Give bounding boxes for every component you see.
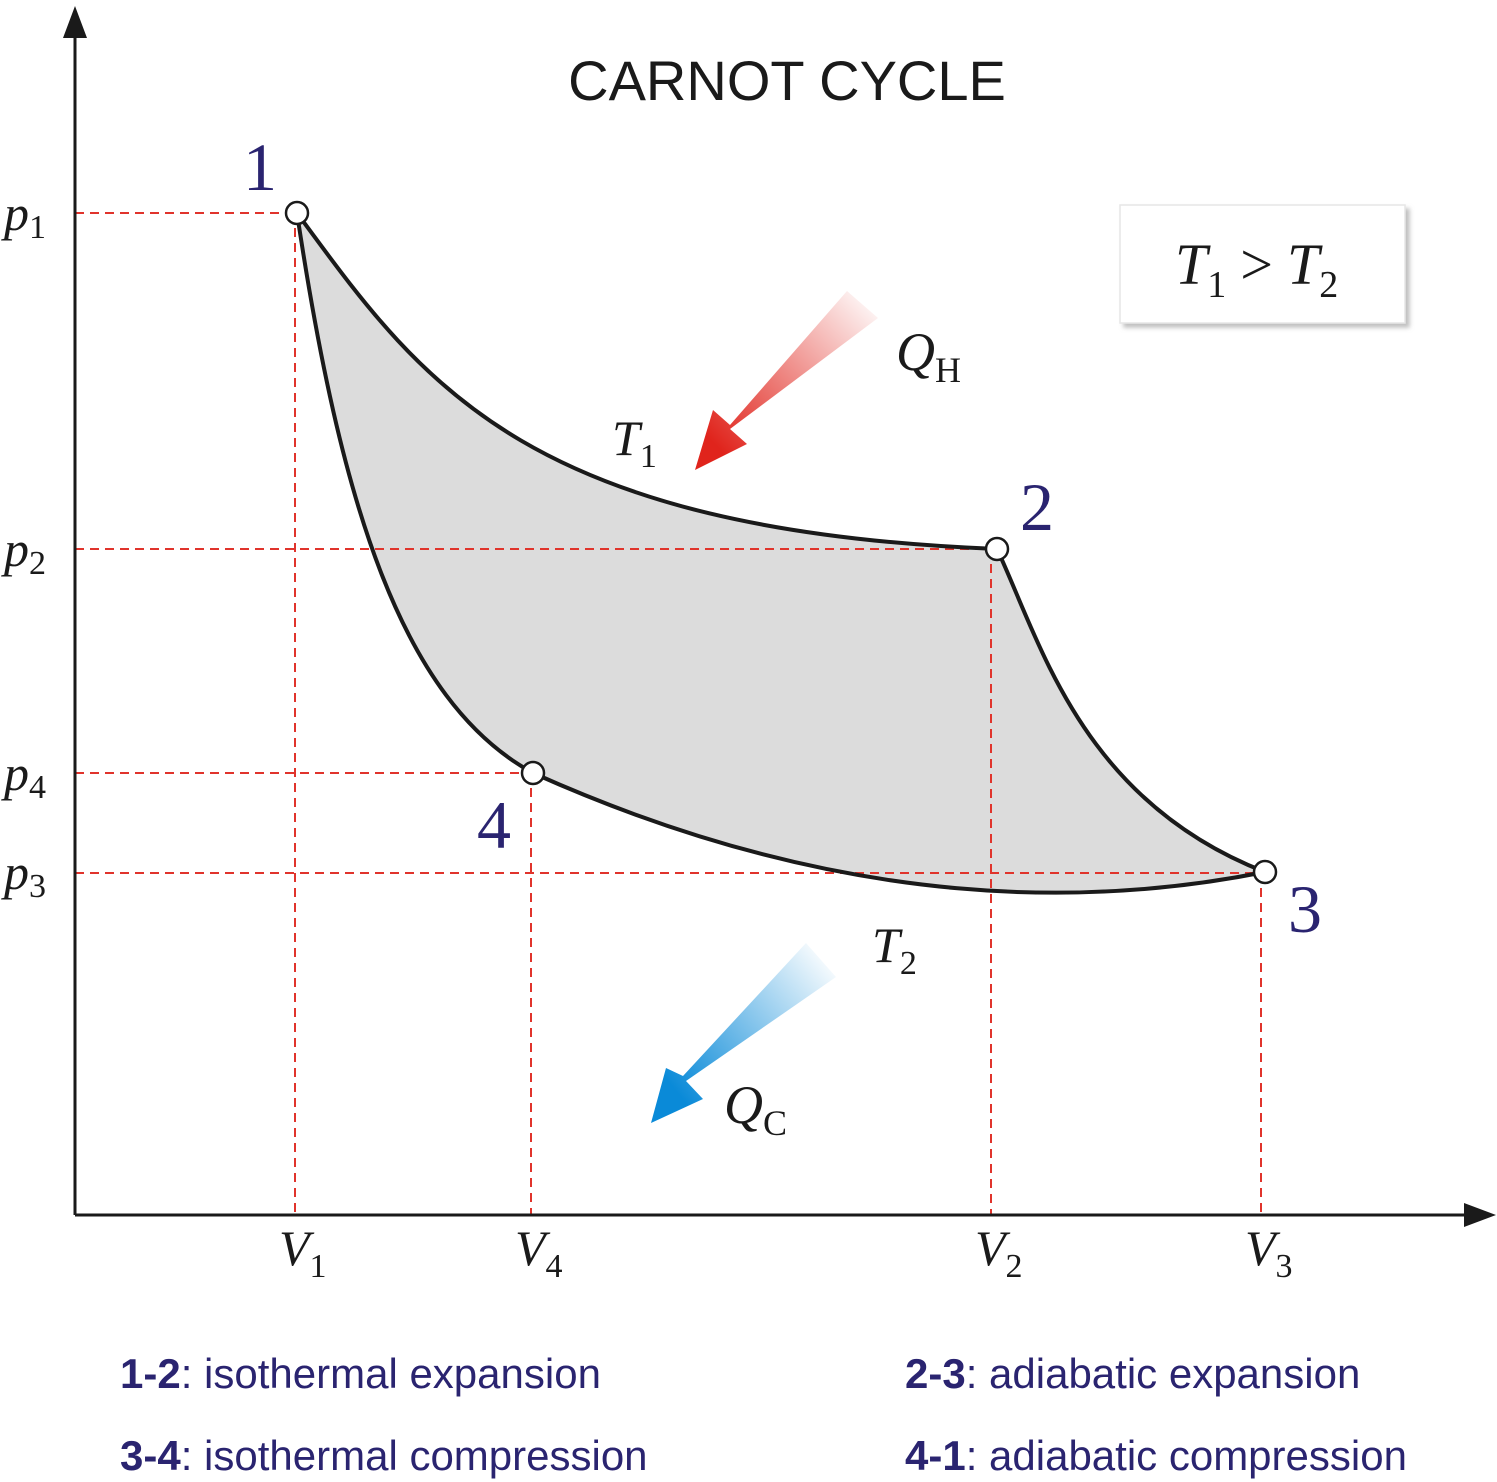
legend-item-1-2: 1-2: isothermal expansion (120, 1350, 601, 1397)
state-point-1-label: 1 (243, 129, 277, 205)
state-point-4-label: 4 (477, 787, 511, 863)
volume-tick-v4: V4 (515, 1220, 563, 1285)
pressure-tick-p1: p1 (1, 185, 46, 246)
condition-box (1119, 204, 1406, 324)
volume-axis-arrow-icon (1464, 1203, 1496, 1227)
heat-out-label: QC (724, 1075, 787, 1143)
legend-item-3-4: 3-4: isothermal compression (120, 1432, 648, 1479)
temperature-label-t1: T1 (612, 410, 657, 475)
volume-tick-v2: V2 (975, 1220, 1023, 1285)
heat-out-arrow-icon (651, 943, 836, 1123)
curve-4-1-adiabatic (295, 212, 534, 775)
volume-tick-v1: V1 (279, 1220, 327, 1285)
legend-item-2-3: 2-3: adiabatic expansion (905, 1350, 1360, 1397)
pressure-axis-arrow-icon (63, 6, 87, 38)
state-point-4-marker (520, 760, 546, 786)
state-point-2-marker (984, 536, 1010, 562)
pressure-tick-p2: p2 (1, 521, 46, 582)
state-point-1-marker (284, 200, 310, 226)
state-point-3-marker (1252, 859, 1278, 885)
state-point-2-label: 2 (1020, 469, 1054, 545)
guide-lines (75, 212, 1265, 1215)
heat-in-label: QH (896, 322, 961, 390)
state-point-3-label: 3 (1288, 871, 1322, 947)
curve-3-4-isothermal (532, 771, 1266, 895)
cycle-area (297, 213, 1265, 893)
curve-1-2-isothermal (295, 211, 998, 551)
condition-text: T1 > T2 (1175, 232, 1338, 306)
legend-item-4-1: 4-1: adiabatic compression (905, 1432, 1407, 1479)
diagram-title: CARNOT CYCLE (568, 49, 1006, 112)
process-legend: 1-2: isothermal expansion 2-3: adiabatic… (120, 1350, 1407, 1479)
pressure-tick-p3: p3 (1, 844, 46, 905)
temperature-label-t2: T2 (872, 917, 917, 982)
axes (63, 6, 1496, 1227)
curve-2-3-adiabatic (995, 548, 1266, 874)
heat-in-arrow-icon (695, 291, 878, 470)
pressure-tick-p4: p4 (1, 745, 46, 806)
volume-tick-v3: V3 (1245, 1220, 1293, 1285)
